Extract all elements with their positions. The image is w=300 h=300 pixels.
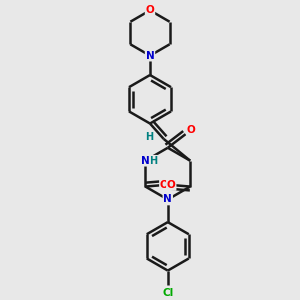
Text: H: H: [145, 132, 153, 142]
Text: O: O: [167, 180, 176, 190]
Text: N: N: [164, 194, 172, 205]
Text: Cl: Cl: [162, 288, 173, 298]
Text: O: O: [187, 125, 196, 135]
Text: N: N: [146, 51, 154, 61]
Text: N: N: [141, 156, 150, 166]
Text: H: H: [149, 156, 158, 166]
Text: O: O: [146, 5, 154, 15]
Text: O: O: [160, 180, 169, 190]
